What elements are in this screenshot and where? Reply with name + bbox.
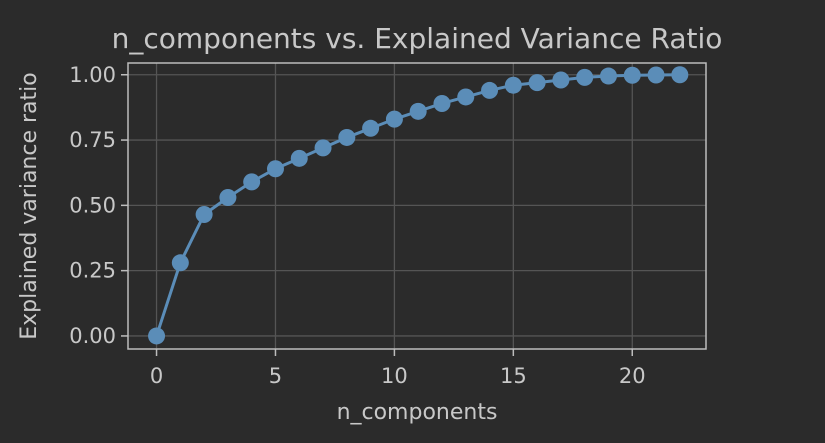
data-point bbox=[243, 173, 261, 191]
y-tick-label: 1.00 bbox=[69, 63, 116, 87]
y-tick-label: 0.00 bbox=[69, 324, 116, 348]
x-axis-label: n_components bbox=[337, 400, 498, 425]
y-axis-label: Explained variance ratio bbox=[17, 72, 42, 339]
chart-title: n_components vs. Explained Variance Rati… bbox=[112, 22, 723, 55]
data-point bbox=[623, 66, 641, 84]
axis-ticks: 0 5 10 15 20 0.00 0.25 0.50 0.75 1.00 bbox=[69, 63, 645, 388]
data-point bbox=[290, 149, 308, 167]
data-point bbox=[362, 119, 380, 137]
data-point bbox=[266, 160, 284, 178]
data-point bbox=[504, 76, 522, 94]
x-tick-label: 10 bbox=[381, 364, 408, 388]
x-tick-label: 5 bbox=[269, 364, 282, 388]
data-point bbox=[385, 110, 403, 128]
data-point bbox=[409, 102, 427, 120]
data-point bbox=[338, 128, 356, 146]
data-point bbox=[433, 94, 451, 112]
data-series bbox=[148, 66, 689, 345]
data-point bbox=[171, 254, 189, 272]
data-point bbox=[219, 189, 237, 207]
data-point bbox=[528, 74, 546, 92]
y-tick-label: 0.50 bbox=[69, 193, 116, 217]
data-point bbox=[671, 66, 689, 84]
data-point bbox=[457, 88, 475, 106]
data-point bbox=[552, 71, 570, 89]
data-point bbox=[314, 139, 332, 157]
y-tick-label: 0.25 bbox=[69, 259, 116, 283]
x-tick-label: 20 bbox=[619, 364, 646, 388]
data-point bbox=[481, 81, 499, 99]
y-tick-label: 0.75 bbox=[69, 128, 116, 152]
data-point bbox=[195, 205, 213, 223]
data-point bbox=[576, 68, 594, 86]
data-point bbox=[647, 66, 665, 84]
x-tick-label: 15 bbox=[500, 364, 527, 388]
data-point bbox=[599, 67, 617, 85]
data-point bbox=[148, 327, 166, 345]
x-tick-label: 0 bbox=[150, 364, 163, 388]
